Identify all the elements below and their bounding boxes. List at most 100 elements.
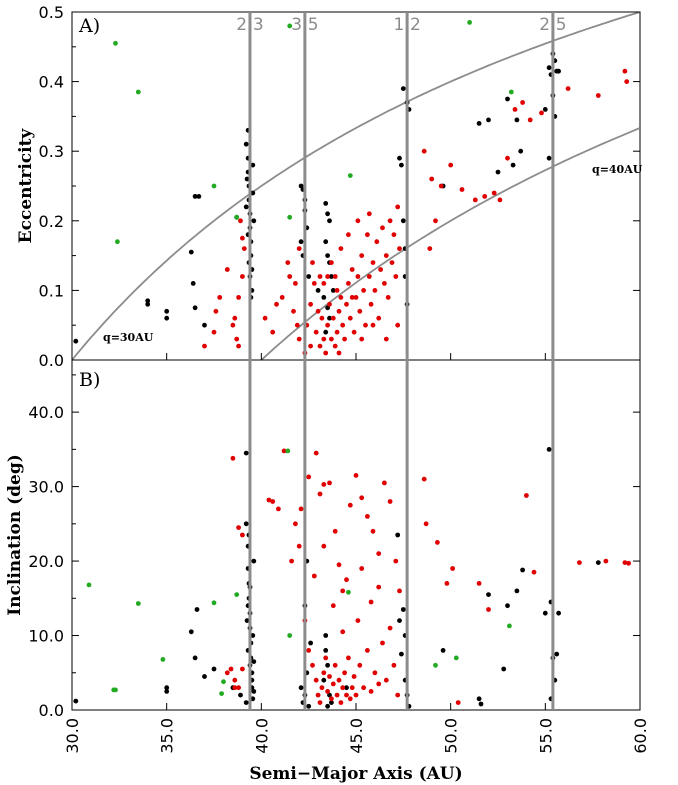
black-point xyxy=(243,700,249,705)
red-point xyxy=(340,685,346,691)
red-point xyxy=(421,476,427,482)
red-point xyxy=(329,696,334,702)
black-point xyxy=(243,204,249,210)
red-point xyxy=(505,155,510,161)
red-point xyxy=(296,246,302,252)
red-point xyxy=(429,176,435,182)
black-point xyxy=(323,329,329,335)
red-point xyxy=(351,329,357,335)
red-point xyxy=(347,315,353,321)
black-point xyxy=(514,588,520,594)
red-point xyxy=(361,685,366,691)
black-point xyxy=(202,674,207,679)
black-point xyxy=(298,183,304,189)
resonance-label: 2:5 xyxy=(539,15,566,35)
red-point xyxy=(622,68,628,74)
red-point xyxy=(332,343,338,349)
resonance-label: 2:3 xyxy=(236,15,263,35)
red-point xyxy=(435,540,440,545)
red-point xyxy=(240,235,245,241)
black-point xyxy=(400,86,406,91)
red-point xyxy=(202,343,207,349)
red-point xyxy=(234,336,240,342)
black-point xyxy=(325,703,330,709)
black-point xyxy=(546,447,552,452)
green-point xyxy=(135,601,141,606)
green-point xyxy=(234,214,240,220)
red-point xyxy=(230,455,236,461)
red-point xyxy=(349,295,355,300)
red-point xyxy=(313,450,319,456)
red-point xyxy=(380,640,385,646)
black-point xyxy=(397,618,402,623)
green-point xyxy=(347,173,353,179)
red-point xyxy=(353,692,359,698)
red-point xyxy=(274,301,279,307)
red-point xyxy=(327,301,332,307)
black-point xyxy=(164,315,170,321)
red-point xyxy=(539,110,544,116)
red-point xyxy=(355,218,361,224)
red-point xyxy=(359,336,365,342)
red-point xyxy=(351,674,357,679)
red-point xyxy=(270,499,276,504)
panel-label-a: A) xyxy=(78,15,100,37)
red-point xyxy=(276,506,281,512)
red-point xyxy=(365,648,370,653)
red-point xyxy=(346,655,351,661)
red-point xyxy=(321,482,327,487)
black-point xyxy=(325,211,330,217)
red-point xyxy=(338,700,344,705)
red-point xyxy=(397,246,402,252)
red-point xyxy=(232,315,238,321)
red-point xyxy=(376,681,382,687)
black-point xyxy=(323,648,329,653)
red-point xyxy=(336,677,342,683)
x-tick-label: 35.0 xyxy=(158,718,177,754)
green-point xyxy=(221,679,226,685)
black-point xyxy=(251,558,257,564)
red-point xyxy=(455,700,461,705)
red-point xyxy=(230,322,236,328)
red-point xyxy=(344,301,349,307)
black-point xyxy=(315,288,321,293)
red-point xyxy=(323,350,329,356)
black-point xyxy=(486,592,491,597)
y-axis-label: Inclination (deg) xyxy=(5,454,25,616)
overlay: 2:3 3:5 1:2 2:5 xyxy=(236,12,567,710)
black-point xyxy=(164,308,170,314)
red-point xyxy=(285,260,291,265)
black-point xyxy=(556,610,561,616)
red-point xyxy=(391,662,397,668)
red-point xyxy=(497,197,503,203)
black-point xyxy=(520,567,525,573)
red-point xyxy=(387,625,393,631)
black-point xyxy=(323,633,329,638)
black-point xyxy=(192,305,198,311)
red-point xyxy=(334,329,340,335)
red-point xyxy=(334,692,340,698)
black-point xyxy=(250,633,256,638)
green-point xyxy=(234,592,240,597)
black-point xyxy=(476,696,482,702)
red-point xyxy=(346,232,351,238)
black-point xyxy=(397,155,402,161)
red-point xyxy=(372,670,378,676)
green-point xyxy=(287,214,293,220)
red-point xyxy=(294,322,300,328)
red-point xyxy=(376,584,382,590)
red-point xyxy=(313,677,319,683)
red-point xyxy=(577,560,582,565)
red-point xyxy=(357,662,363,668)
green-point xyxy=(219,691,225,696)
black-point xyxy=(329,274,334,279)
black-point xyxy=(518,148,524,154)
black-point xyxy=(323,201,329,206)
black-point xyxy=(238,692,243,698)
y-tick-label: 0.0 xyxy=(39,351,64,370)
red-point xyxy=(622,560,628,565)
black-point xyxy=(202,322,207,328)
black-point xyxy=(244,176,250,182)
black-point xyxy=(505,603,510,609)
